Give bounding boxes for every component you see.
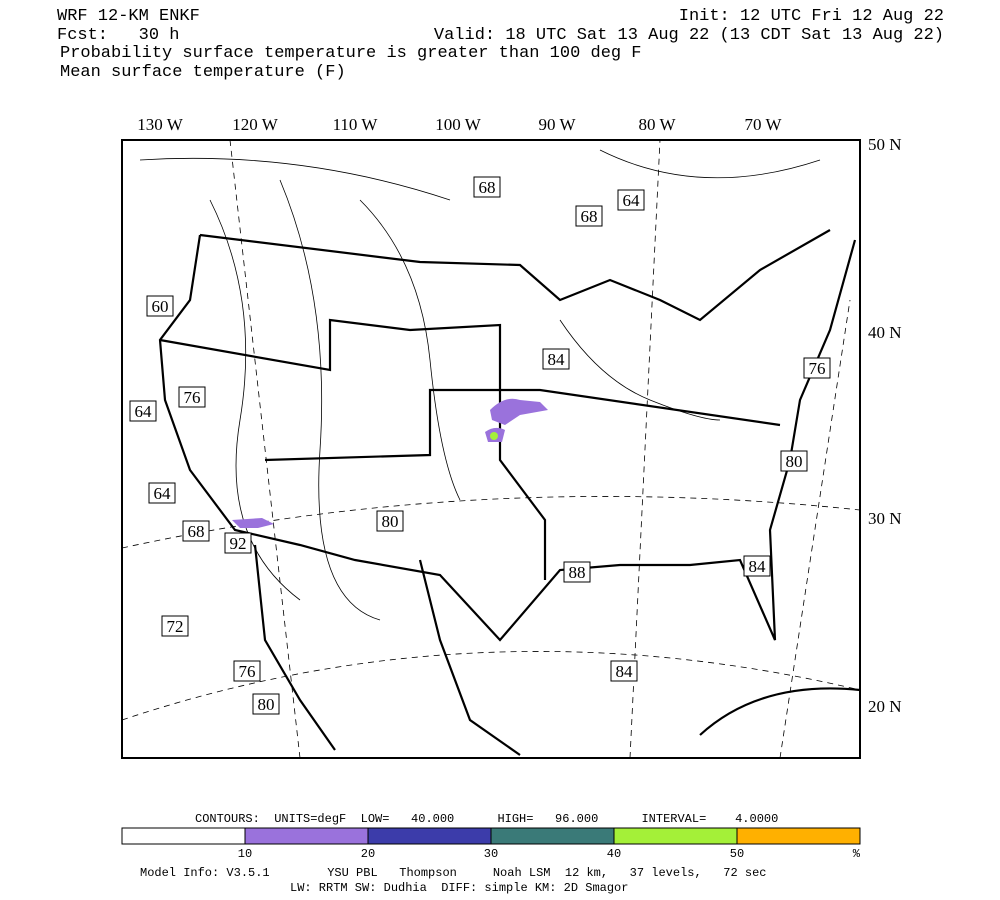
footer: Model Info: V3.5.1 YSU PBL Thompson Noah… [140, 866, 767, 880]
colorbar-segment [613, 827, 738, 845]
contour-label: 92 [230, 534, 247, 553]
contour-label: 88 [569, 563, 586, 582]
contour-info: CONTOURS: UNITS=degF LOW= 40.000 HIGH= 9… [195, 812, 778, 826]
contour-label-box [575, 205, 603, 227]
contour-label-box [233, 660, 261, 682]
contour-label-box [542, 348, 570, 370]
init: Init: 12 UTC Fri 12 Aug 22 [679, 7, 944, 26]
valid: Valid: 18 UTC Sat 13 Aug 22 (13 CDT Sat … [434, 26, 944, 45]
contour-label-box [743, 555, 771, 577]
contour-label-box [376, 510, 404, 532]
colorbar-segment [736, 827, 861, 845]
colorbar-tick: % [853, 847, 861, 861]
title: WRF 12-KM ENKF [57, 7, 200, 26]
contour-label: 84 [749, 557, 767, 576]
contour-label-box [224, 532, 252, 554]
contour-label: 76 [239, 662, 256, 681]
contour-label-box [148, 482, 176, 504]
contour-label-box [161, 615, 189, 637]
colorbar-tick: 20 [361, 847, 375, 861]
lon-label: 100 W [435, 115, 481, 134]
colorbar-segment [490, 827, 615, 845]
lon-label: 70 W [745, 115, 783, 134]
contour-label: 64 [135, 402, 153, 421]
contour-label: 76 [809, 359, 826, 378]
contour-label-box [617, 189, 645, 211]
contour-label: 68 [188, 522, 205, 541]
colorbar-tick: 40 [607, 847, 621, 861]
contour-label-box [252, 693, 280, 715]
contour-label: 64 [623, 191, 641, 210]
lat-label: 50 N [868, 135, 902, 154]
lat-label: 20 N [868, 697, 902, 716]
contour-label-box [146, 295, 174, 317]
lon-label: 120 W [232, 115, 278, 134]
contour-label: 60 [152, 297, 169, 316]
colorbar-segment [367, 827, 492, 845]
contour-label-box [129, 400, 157, 422]
contour-label: 68 [479, 178, 496, 197]
footer: LW: RRTM SW: Dudhia DIFF: simple KM: 2D … [290, 881, 628, 895]
contour-label: 84 [548, 350, 566, 369]
contour-label: 76 [184, 388, 201, 407]
contour-label: 80 [382, 512, 399, 531]
colorbar-tick: 30 [484, 847, 498, 861]
lon-label: 80 W [639, 115, 677, 134]
lat-label: 40 N [868, 323, 902, 342]
contour-label: 72 [167, 617, 184, 636]
map [121, 139, 861, 759]
contour-label: 64 [154, 484, 172, 503]
contour-label: 84 [616, 662, 634, 681]
lon-label: 110 W [333, 115, 379, 134]
colorbar-segment [244, 827, 369, 845]
colorbar-tick: 10 [238, 847, 252, 861]
contour-label-box [178, 386, 206, 408]
contour-label-box [563, 561, 591, 583]
lat-label: 30 N [868, 509, 902, 528]
contour-label-box [803, 357, 831, 379]
contour-label: 80 [258, 695, 275, 714]
lon-label: 90 W [539, 115, 577, 134]
contour-label-box [610, 660, 638, 682]
subtitle: Mean surface temperature (F) [60, 63, 346, 82]
colorbar-segment [121, 827, 246, 845]
fcst: Fcst: 30 h [57, 26, 179, 45]
contour-label: 68 [581, 207, 598, 226]
contour-label-box [182, 520, 210, 542]
subtitle: Probability surface temperature is great… [60, 44, 642, 63]
contour-label-box [780, 450, 808, 472]
contour-label: 80 [786, 452, 803, 471]
colorbar-tick: 50 [730, 847, 744, 861]
lon-label: 130 W [137, 115, 183, 134]
contour-label-box [473, 176, 501, 198]
